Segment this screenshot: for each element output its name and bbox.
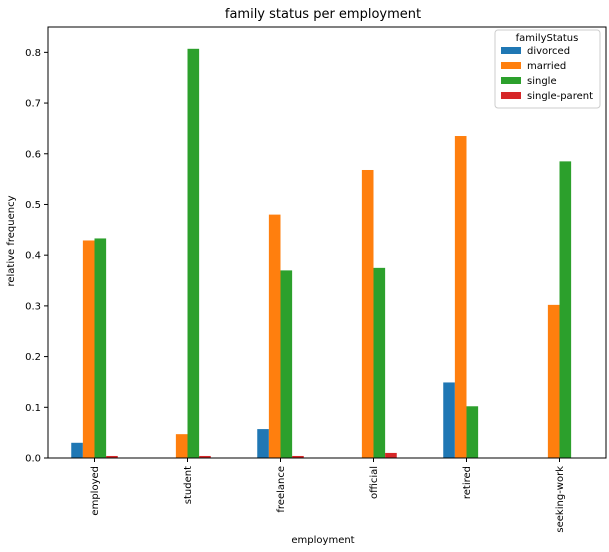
x-tick-label: official <box>369 466 380 499</box>
legend-swatch-divorced <box>501 47 521 54</box>
legend-title: familyStatus <box>516 33 579 44</box>
x-tick-label: retired <box>462 466 473 499</box>
bar-single-parent-freelance <box>292 455 304 458</box>
x-tick-label: student <box>183 466 194 504</box>
y-tick-label: 0.0 <box>25 454 41 465</box>
legend-label-single-parent: single-parent <box>527 91 593 102</box>
chart-title: family status per employment <box>225 7 421 22</box>
bar-single-parent-official <box>385 452 397 458</box>
y-axis: 0.0 0.1 0.2 0.3 0.4 0.5 0.6 0.7 0.8 <box>25 48 48 465</box>
bar-single-student <box>187 48 200 458</box>
y-tick-label: 0.6 <box>25 149 41 160</box>
bar-single-official <box>373 267 386 458</box>
bar-married-official <box>361 169 374 458</box>
bar-divorced-retired <box>443 382 455 458</box>
x-tick-label: employed <box>90 466 101 516</box>
x-tick-label: seeking-work <box>555 466 566 533</box>
y-tick-label: 0.7 <box>25 99 41 110</box>
bar-married-student <box>175 434 188 458</box>
legend-label-single: single <box>527 76 557 87</box>
legend-box <box>494 29 601 109</box>
plot-frame <box>47 26 607 459</box>
bar-divorced-freelance <box>257 429 269 458</box>
legend-swatch-single <box>501 77 521 84</box>
y-tick-label: 0.5 <box>25 200 41 211</box>
legend-label-divorced: divorced <box>527 46 570 57</box>
y-tick-label: 0.8 <box>25 48 41 59</box>
bar-single-retired <box>466 406 479 458</box>
bar-single-seeking-work <box>559 161 572 458</box>
legend: familyStatus divorced married single single… <box>494 29 601 109</box>
y-tick-label: 0.1 <box>25 403 41 414</box>
bar-divorced-employed <box>71 442 83 458</box>
bar-married-employed <box>82 240 95 458</box>
bar-single-employed <box>94 238 107 458</box>
y-tick-label: 0.4 <box>25 251 41 262</box>
x-axis: employed student freelance official retired s… <box>90 458 566 533</box>
x-tick-label: freelance <box>276 466 287 513</box>
y-axis-label: relative frequency <box>6 195 17 286</box>
bar-married-retired <box>454 136 467 459</box>
legend-swatch-single-parent <box>501 92 521 99</box>
legend-label-married: married <box>527 61 566 72</box>
y-tick-label: 0.3 <box>25 301 41 312</box>
bars <box>71 48 572 459</box>
bar-single-parent-student <box>199 455 211 458</box>
y-tick-label: 0.2 <box>25 352 41 363</box>
bar-single-parent-employed <box>106 455 118 458</box>
bar-single-freelance <box>280 270 293 458</box>
bar-married-seeking-work <box>547 304 560 458</box>
x-axis-label: employment <box>291 535 354 546</box>
legend-swatch-married <box>501 62 521 69</box>
bar-married-freelance <box>268 214 281 458</box>
